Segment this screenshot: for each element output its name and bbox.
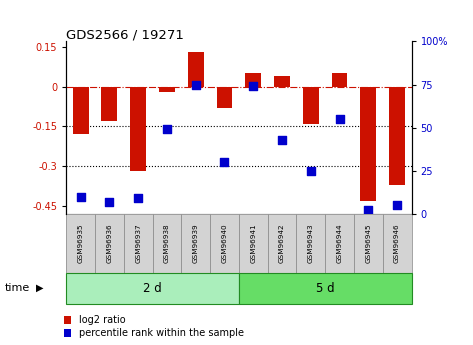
Bar	[66, 273, 239, 304]
Point	[192, 82, 200, 87]
Text: 5 d: 5 d	[316, 282, 334, 295]
Point	[77, 194, 84, 199]
Point	[278, 137, 286, 142]
Legend: log2 ratio, percentile rank within the sample: log2 ratio, percentile rank within the s…	[61, 313, 246, 340]
Text: GSM96946: GSM96946	[394, 224, 400, 263]
Text: GSM96939: GSM96939	[193, 224, 199, 263]
Point	[336, 116, 343, 122]
Bar	[102, 87, 117, 121]
Bar	[245, 73, 261, 87]
Bar	[332, 73, 348, 87]
Text: GSM96941: GSM96941	[250, 224, 256, 263]
Bar	[152, 214, 181, 273]
Point	[221, 159, 228, 165]
Bar	[188, 52, 203, 87]
Point	[163, 127, 171, 132]
Bar	[239, 273, 412, 304]
Bar	[354, 214, 383, 273]
Text: GSM96943: GSM96943	[308, 224, 314, 263]
Text: GSM96935: GSM96935	[78, 224, 84, 263]
Text: 2 d: 2 d	[143, 282, 162, 295]
Text: GDS2566 / 19271: GDS2566 / 19271	[66, 28, 184, 41]
Point	[365, 208, 372, 213]
Point	[394, 203, 401, 208]
Bar	[217, 87, 232, 108]
Bar	[124, 214, 152, 273]
Bar	[239, 214, 268, 273]
Bar	[389, 87, 405, 185]
Bar	[274, 76, 290, 87]
Bar	[181, 214, 210, 273]
Text: GSM96942: GSM96942	[279, 224, 285, 263]
Point	[134, 196, 142, 201]
Text: ▶: ▶	[35, 283, 43, 293]
Bar	[303, 87, 319, 124]
Bar	[383, 214, 412, 273]
Point	[307, 168, 315, 174]
Text: GSM96936: GSM96936	[106, 224, 113, 263]
Point	[105, 199, 113, 205]
Bar	[210, 214, 239, 273]
Bar	[73, 87, 88, 134]
Bar	[360, 87, 376, 201]
Text: GSM96940: GSM96940	[221, 224, 228, 263]
Bar	[268, 214, 297, 273]
Point	[249, 83, 257, 89]
Bar	[159, 87, 175, 92]
Bar	[297, 214, 325, 273]
Text: time: time	[5, 283, 30, 293]
Bar	[130, 87, 146, 171]
Bar	[325, 214, 354, 273]
Bar	[95, 214, 124, 273]
Text: GSM96937: GSM96937	[135, 224, 141, 263]
Text: GSM96945: GSM96945	[365, 224, 371, 263]
Text: GSM96944: GSM96944	[337, 224, 342, 263]
Text: GSM96938: GSM96938	[164, 224, 170, 263]
Bar	[66, 214, 95, 273]
